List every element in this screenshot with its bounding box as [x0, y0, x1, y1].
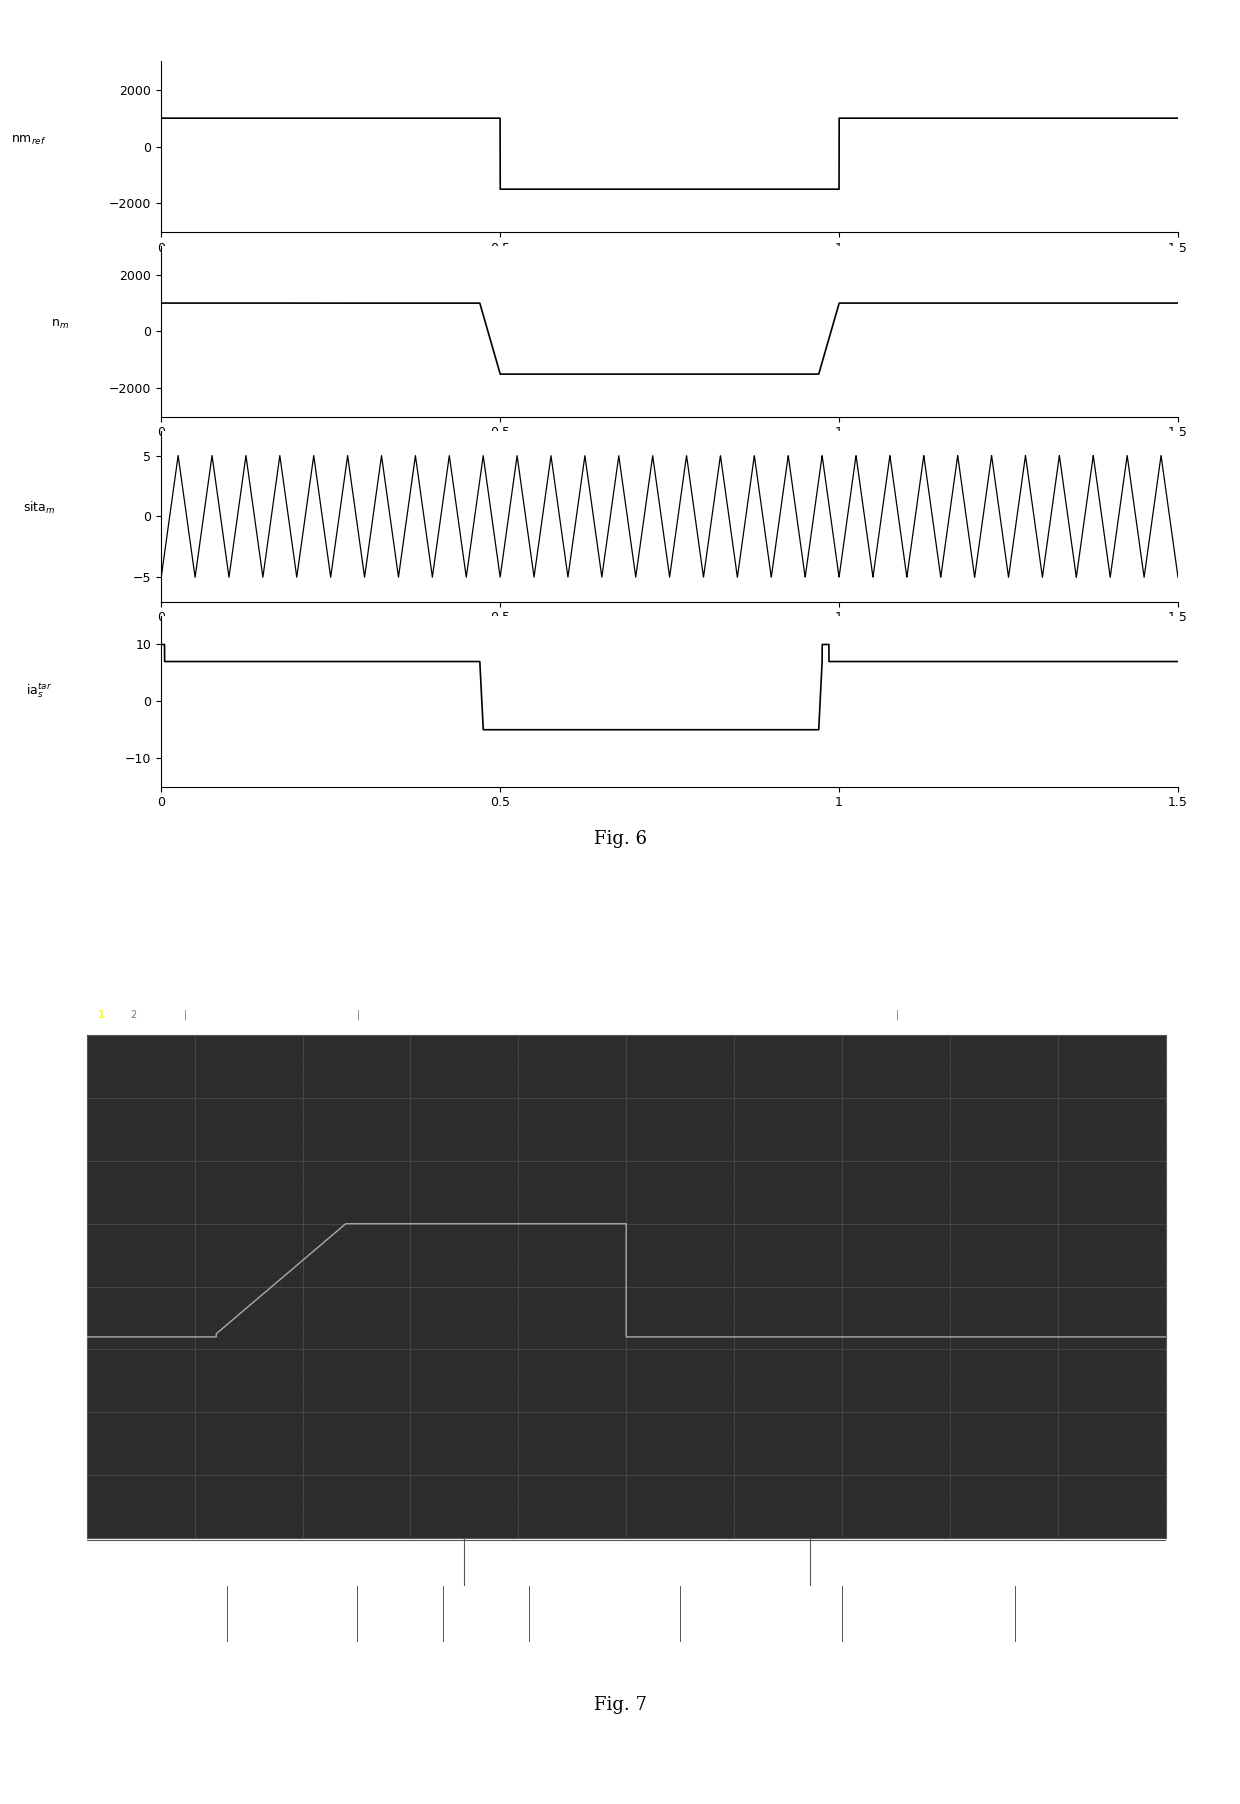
Y-axis label: ia$_s^{tar}$: ia$_s^{tar}$ [26, 682, 52, 702]
Y-axis label: n$_m$: n$_m$ [51, 318, 68, 332]
Text: X1 X2: X1 X2 [863, 1609, 890, 1618]
Text: 模式
手动: 模式 手动 [98, 1604, 108, 1624]
Text: ΔY(  ) = 787.50mV: ΔY( ) = 787.50mV [821, 1559, 911, 1569]
Text: 2: 2 [130, 1010, 136, 1019]
Text: 1: 1 [98, 1010, 104, 1019]
Text: 1.00V/: 1.00V/ [216, 1010, 248, 1019]
Text: 188T: 188T [1004, 1010, 1028, 1019]
Text: |: | [357, 1010, 360, 1019]
Text: Fig. 6: Fig. 6 [594, 830, 646, 848]
Text: Agilent Technologies: Agilent Technologies [103, 962, 241, 976]
Text: X
/: X / [378, 1604, 384, 1624]
Text: X2
6.50400s: X2 6.50400s [702, 1604, 744, 1624]
Text: ΔX = 368.000000000ms: ΔX = 368.000000000ms [98, 1559, 216, 1569]
Text: 频
3: 频 3 [248, 1604, 254, 1624]
Y-axis label: sita$_m$: sita$_m$ [22, 500, 56, 516]
Text: |: | [895, 1010, 899, 1019]
Text: 停正: 停正 [734, 1010, 745, 1019]
Text: MON OCT 17 17:41:57 2016: MON OCT 17 17:41:57 2016 [1003, 963, 1149, 974]
Text: 4.980s: 4.980s [497, 1010, 529, 1019]
Y-axis label: nm$_{ref}$: nm$_{ref}$ [11, 133, 47, 146]
Text: 1.000s/: 1.000s/ [605, 1010, 641, 1019]
Text: |: | [184, 1010, 187, 1019]
Text: Fig. 7: Fig. 7 [594, 1696, 646, 1714]
Text: 1/ΔX = 2.7174Hz: 1/ΔX = 2.7174Hz [486, 1559, 569, 1569]
Text: Y
√: Y √ [464, 1604, 470, 1624]
Text: X1
6.13600s: X1 6.13600s [551, 1604, 593, 1624]
